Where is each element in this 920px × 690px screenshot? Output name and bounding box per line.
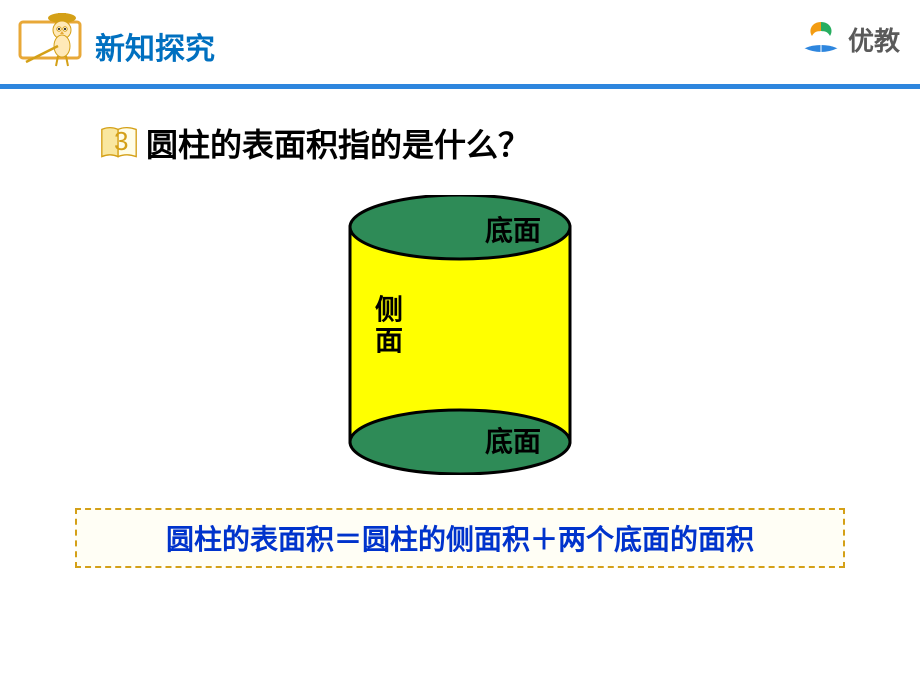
book-number-icon: 3 bbox=[100, 124, 138, 162]
top-face-label: 底面 bbox=[485, 209, 541, 249]
question-text: 圆柱的表面积指的是什么？ bbox=[146, 120, 530, 166]
header: 新知探究 优教 bbox=[0, 0, 920, 90]
side-face-label: 侧 面 bbox=[375, 295, 403, 357]
mascot-icon bbox=[18, 10, 88, 85]
formula-box: 圆柱的表面积＝圆柱的侧面积＋两个底面的面积 bbox=[75, 508, 845, 568]
logo-swirl-icon bbox=[798, 16, 844, 62]
cylinder-diagram: 底面 侧 面 底面 bbox=[335, 195, 585, 475]
header-divider bbox=[0, 84, 920, 89]
bottom-face-label: 底面 bbox=[485, 420, 541, 460]
section-title: 新知探究 bbox=[95, 24, 215, 68]
brand-logo: 优教 bbox=[798, 16, 900, 62]
logo-text: 优教 bbox=[848, 21, 900, 58]
side-label-line1: 侧 bbox=[375, 295, 403, 326]
question-number: 3 bbox=[114, 126, 128, 157]
side-label-line2: 面 bbox=[375, 326, 403, 357]
question-row: 3 圆柱的表面积指的是什么？ bbox=[100, 120, 530, 166]
formula-text: 圆柱的表面积＝圆柱的侧面积＋两个底面的面积 bbox=[166, 518, 754, 558]
